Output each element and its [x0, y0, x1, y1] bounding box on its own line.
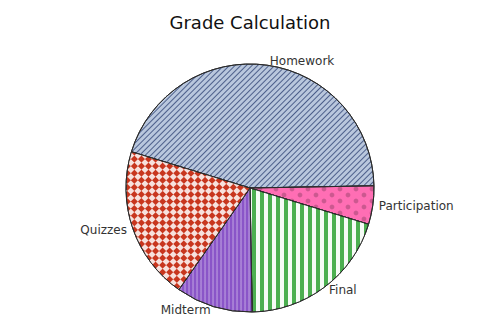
svg-text:Participation: Participation: [379, 199, 454, 213]
svg-text:Homework: Homework: [270, 54, 335, 68]
svg-text:Quizzes: Quizzes: [80, 223, 127, 237]
svg-text:Midterm: Midterm: [161, 303, 211, 317]
svg-text:Grade Calculation: Grade Calculation: [169, 12, 330, 33]
svg-text:Final: Final: [329, 283, 357, 297]
